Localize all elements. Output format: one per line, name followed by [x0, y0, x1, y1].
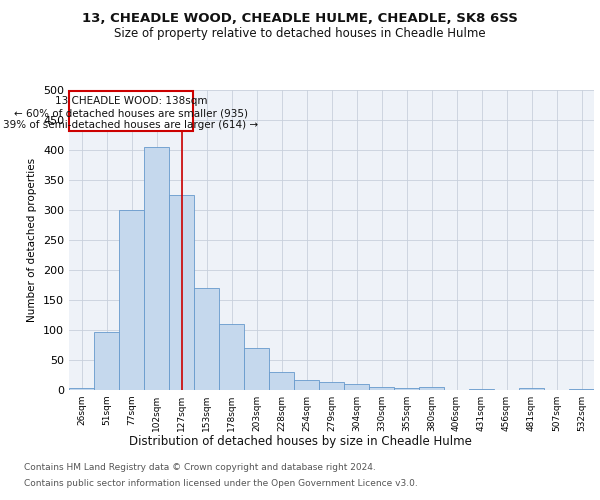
- Bar: [94, 332, 119, 390]
- Bar: [294, 380, 319, 390]
- Bar: [369, 387, 394, 390]
- Bar: [394, 388, 419, 390]
- Bar: [219, 324, 244, 390]
- Bar: [569, 389, 594, 390]
- Bar: [519, 388, 544, 390]
- Bar: [244, 348, 269, 390]
- Bar: [144, 147, 169, 390]
- Text: ← 60% of detached houses are smaller (935): ← 60% of detached houses are smaller (93…: [14, 108, 248, 118]
- Bar: [269, 372, 294, 390]
- Text: 13 CHEADLE WOOD: 138sqm: 13 CHEADLE WOOD: 138sqm: [55, 96, 207, 106]
- Bar: [419, 387, 444, 390]
- Text: Contains public sector information licensed under the Open Government Licence v3: Contains public sector information licen…: [24, 479, 418, 488]
- Bar: [119, 210, 144, 390]
- Text: 39% of semi-detached houses are larger (614) →: 39% of semi-detached houses are larger (…: [4, 120, 259, 130]
- Bar: [69, 388, 94, 390]
- Bar: [69, 91, 193, 131]
- Y-axis label: Number of detached properties: Number of detached properties: [28, 158, 37, 322]
- Bar: [169, 195, 194, 390]
- Text: 13, CHEADLE WOOD, CHEADLE HULME, CHEADLE, SK8 6SS: 13, CHEADLE WOOD, CHEADLE HULME, CHEADLE…: [82, 12, 518, 26]
- Bar: [319, 382, 344, 390]
- Text: Distribution of detached houses by size in Cheadle Hulme: Distribution of detached houses by size …: [128, 435, 472, 448]
- Bar: [194, 288, 219, 390]
- Bar: [344, 384, 369, 390]
- Bar: [469, 389, 494, 390]
- Text: Size of property relative to detached houses in Cheadle Hulme: Size of property relative to detached ho…: [114, 28, 486, 40]
- Text: Contains HM Land Registry data © Crown copyright and database right 2024.: Contains HM Land Registry data © Crown c…: [24, 462, 376, 471]
